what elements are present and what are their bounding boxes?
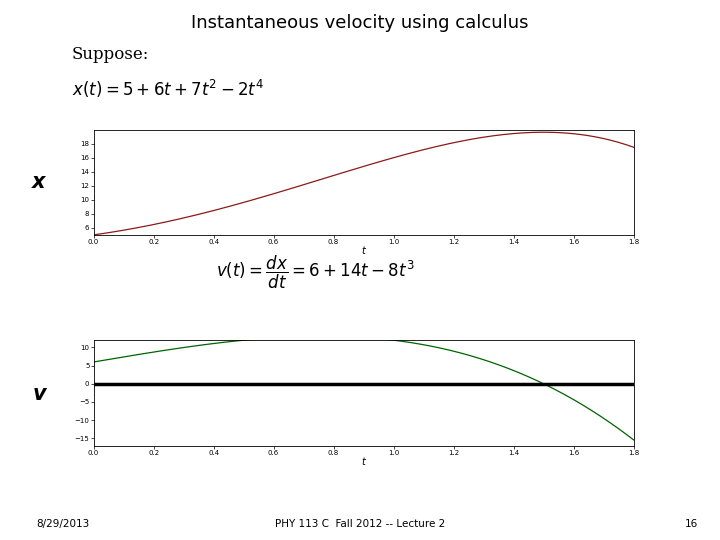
Text: Suppose:: Suppose: [72,46,149,63]
Text: 8/29/2013: 8/29/2013 [36,519,89,529]
X-axis label: t: t [361,246,366,256]
Text: $\bfit{v}$: $\bfit{v}$ [32,384,48,404]
Text: PHY 113 C  Fall 2012 -- Lecture 2: PHY 113 C Fall 2012 -- Lecture 2 [275,519,445,529]
Text: $x(t) = 5 + 6t + 7t^2 - 2t^4$: $x(t) = 5 + 6t + 7t^2 - 2t^4$ [72,78,264,100]
Text: $v(t) = \dfrac{dx}{dt} = 6 + 14t - 8t^3$: $v(t) = \dfrac{dx}{dt} = 6 + 14t - 8t^3$ [216,254,415,291]
X-axis label: t: t [361,457,366,467]
Text: $\bfit{x}$: $\bfit{x}$ [31,172,48,192]
Text: Instantaneous velocity using calculus: Instantaneous velocity using calculus [192,14,528,31]
Text: 16: 16 [685,519,698,529]
